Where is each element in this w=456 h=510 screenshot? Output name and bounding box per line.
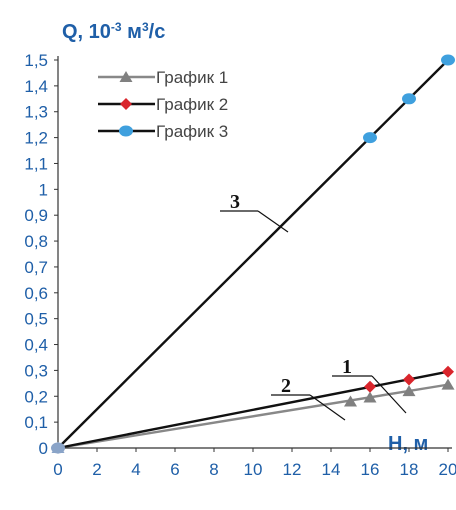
series-3-point: [402, 93, 416, 105]
series-2-point: [364, 380, 376, 393]
annotation-label-3: 3: [230, 191, 240, 213]
y-tick-label: 0,1: [24, 413, 48, 432]
series-3-point: [363, 132, 377, 144]
x-axis-title: H, м: [388, 433, 428, 455]
x-tick-label: 20: [439, 460, 456, 479]
series-1-point: [363, 391, 377, 403]
annotation-label-2: 2: [281, 375, 291, 397]
series-3-point: [441, 54, 455, 66]
annotation-leader: [257, 210, 289, 233]
y-tick-label: 0,4: [24, 336, 48, 355]
annotation-label-1: 1: [342, 356, 352, 378]
y-tick-label: 1,4: [24, 77, 48, 96]
x-tick-label: 4: [131, 460, 140, 479]
y-tick-label: 1,2: [24, 129, 48, 148]
series-1-point: [441, 378, 455, 390]
series-line-3: [57, 59, 449, 449]
annotation-leader: [309, 394, 346, 421]
x-tick-label: 18: [400, 460, 419, 479]
y-axis-title: Q, 10-3 м3/с: [62, 20, 165, 43]
x-tick-label: 10: [244, 460, 263, 479]
series-1-point: [402, 385, 416, 397]
series-2-point: [403, 373, 415, 386]
y-tick-label: 0,9: [24, 206, 48, 225]
legend-label-2: График 2: [156, 95, 228, 114]
annotation-leader: [371, 375, 407, 414]
legend-label-3: График 3: [156, 122, 228, 141]
legend-label-1: График 1: [156, 68, 228, 87]
x-tick-label: 12: [283, 460, 302, 479]
y-tick-label: 0,8: [24, 232, 48, 251]
y-tick-label: 1,3: [24, 103, 48, 122]
y-tick-label: 0,2: [24, 387, 48, 406]
x-tick-label: 2: [92, 460, 101, 479]
y-tick-label: 1: [39, 180, 48, 199]
x-tick-label: 0: [53, 460, 62, 479]
series-1-point: [344, 395, 357, 407]
legend-marker-3: [119, 125, 133, 137]
legend-marker-2: [120, 98, 132, 110]
series-3-point: [51, 442, 65, 454]
x-tick-label: 14: [322, 460, 341, 479]
y-tick-label: 0,7: [24, 258, 48, 277]
y-tick-label: 0,5: [24, 310, 48, 329]
series-2-point: [442, 365, 454, 378]
x-tick-label: 16: [361, 460, 380, 479]
y-tick-label: 0,6: [24, 284, 48, 303]
y-tick-label: 1,1: [24, 154, 48, 173]
y-tick-label: 1,5: [24, 51, 48, 70]
series-line-2: [57, 370, 449, 450]
y-tick-label: 0,3: [24, 361, 48, 380]
x-tick-label: 6: [170, 460, 179, 479]
legend-marker-1: [119, 71, 133, 82]
x-tick-label: 8: [209, 460, 218, 479]
series-line-1: [57, 383, 449, 450]
y-tick-label: 0: [39, 439, 48, 458]
